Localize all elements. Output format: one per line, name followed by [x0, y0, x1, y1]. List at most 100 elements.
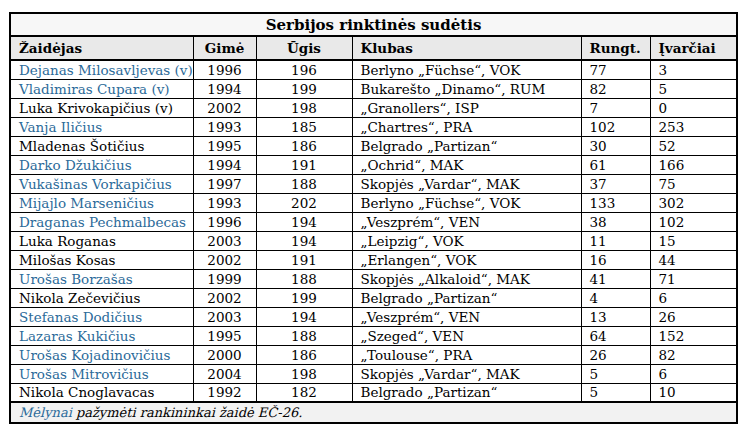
player-link[interactable]: Mijajlo Marseničius: [19, 195, 154, 211]
height-cell: 188: [256, 326, 352, 345]
player-cell: Luka Roganas: [10, 231, 193, 250]
club-cell: Berlyno „Füchse“, VOK: [352, 193, 581, 212]
height-cell: 188: [256, 174, 352, 193]
table-row: Vukašinas Vorkapičius 1997 188 Skopjės „…: [10, 174, 737, 193]
goals-cell: 302: [650, 193, 737, 212]
player-cell: Milošas Kosas: [10, 250, 193, 269]
player-link[interactable]: Lazaras Kukičius: [19, 328, 135, 344]
matches-cell: 13: [581, 307, 650, 326]
club-cell: Berlyno „Füchse“, VOK: [352, 60, 581, 79]
matches-cell: 7: [581, 98, 650, 117]
player-cell: Luka Krivokapičius (v): [10, 98, 193, 117]
table-row: Nikola Cnoglavacas 1992 182 Belgrado „Pa…: [10, 383, 737, 402]
matches-cell: 38: [581, 212, 650, 231]
height-cell: 194: [256, 231, 352, 250]
matches-cell: 133: [581, 193, 650, 212]
goals-cell: 75: [650, 174, 737, 193]
col-header-club: Klubas: [352, 36, 581, 60]
height-cell: 185: [256, 117, 352, 136]
club-cell: Skopjės „Vardar“, MAK: [352, 174, 581, 193]
goals-cell: 6: [650, 288, 737, 307]
table-row: Vanja Iličius 1993 185 „Chartres“, PRA 1…: [10, 117, 737, 136]
born-cell: 2003: [193, 307, 256, 326]
matches-cell: 64: [581, 326, 650, 345]
height-cell: 199: [256, 79, 352, 98]
table-row: Dejanas Milosavljevas (v) 1996 196 Berly…: [10, 60, 737, 79]
player-link[interactable]: Vladimiras Cupara (v): [19, 81, 170, 97]
born-cell: 2003: [193, 231, 256, 250]
player-name: Nikola Zečevičius: [19, 290, 140, 306]
club-cell: „Ochrid“, MAK: [352, 155, 581, 174]
matches-cell: 77: [581, 60, 650, 79]
table-row: Urošas Mitrovičius 2004 198 Skopjės „Var…: [10, 364, 737, 383]
player-link[interactable]: Darko Džukičius: [19, 157, 132, 173]
table-row: Urošas Borzašas 1999 188 Skopjės „Alkalo…: [10, 269, 737, 288]
player-cell: Lazaras Kukičius: [10, 326, 193, 345]
goals-cell: 6: [650, 364, 737, 383]
born-cell: 1995: [193, 136, 256, 155]
born-cell: 2004: [193, 364, 256, 383]
player-cell: Stefanas Dodičius: [10, 307, 193, 326]
col-header-goals: Įvarčiai: [650, 36, 737, 60]
table-row: Lazaras Kukičius 1995 188 „Szeged“, VEN …: [10, 326, 737, 345]
goals-cell: 253: [650, 117, 737, 136]
club-cell: „Veszprém“, VEN: [352, 212, 581, 231]
table-row: Draganas Pechmalbecas 1996 194 „Veszprém…: [10, 212, 737, 231]
player-link[interactable]: Urošas Kojadinovičius: [19, 347, 170, 363]
height-cell: 198: [256, 98, 352, 117]
col-header-born: Gimė: [193, 36, 256, 60]
height-cell: 196: [256, 60, 352, 79]
goals-cell: 3: [650, 60, 737, 79]
table-row: Mladenas Šotičius 1995 186 Belgrado „Par…: [10, 136, 737, 155]
club-cell: Skopjės „Alkaloid“, MAK: [352, 269, 581, 288]
born-cell: 1999: [193, 269, 256, 288]
player-link[interactable]: Vanja Iličius: [19, 119, 102, 135]
player-cell: Draganas Pechmalbecas: [10, 212, 193, 231]
matches-cell: 5: [581, 364, 650, 383]
player-link[interactable]: Draganas Pechmalbecas: [19, 214, 186, 230]
table-row: Urošas Kojadinovičius 2000 186 „Toulouse…: [10, 345, 737, 364]
goals-cell: 0: [650, 98, 737, 117]
club-cell: „Veszprém“, VEN: [352, 307, 581, 326]
player-name: Nikola Cnoglavacas: [19, 384, 154, 400]
club-cell: „Chartres“, PRA: [352, 117, 581, 136]
height-cell: 198: [256, 364, 352, 383]
matches-cell: 26: [581, 345, 650, 364]
table-row: Milošas Kosas 2002 191 „Erlangen“, VOK 1…: [10, 250, 737, 269]
height-cell: 186: [256, 136, 352, 155]
player-cell: Urošas Kojadinovičius: [10, 345, 193, 364]
col-header-matches: Rungt.: [581, 36, 650, 60]
player-link[interactable]: Dejanas Milosavljevas (v): [19, 62, 193, 78]
born-cell: 1993: [193, 117, 256, 136]
player-link[interactable]: Urošas Borzašas: [19, 271, 133, 287]
goals-cell: 102: [650, 212, 737, 231]
club-cell: „Erlangen“, VOK: [352, 250, 581, 269]
squad-table: Serbijos rinktinės sudėtis Žaidėjas Gimė…: [9, 12, 738, 424]
born-cell: 1996: [193, 60, 256, 79]
height-cell: 194: [256, 212, 352, 231]
height-cell: 199: [256, 288, 352, 307]
player-cell: Nikola Cnoglavacas: [10, 383, 193, 402]
club-cell: Bukarešto „Dinamo“, RUM: [352, 79, 581, 98]
player-link[interactable]: Urošas Mitrovičius: [19, 366, 149, 382]
born-cell: 1997: [193, 174, 256, 193]
player-link[interactable]: Stefanas Dodičius: [19, 309, 142, 325]
player-name: Luka Roganas: [19, 233, 116, 249]
player-cell: Nikola Zečevičius: [10, 288, 193, 307]
player-cell: Urošas Mitrovičius: [10, 364, 193, 383]
matches-cell: 4: [581, 288, 650, 307]
club-cell: „Granollers“, ISP: [352, 98, 581, 117]
footnote-link[interactable]: Mėlynai: [19, 405, 72, 420]
club-cell: Belgrado „Partizan“: [352, 136, 581, 155]
player-link[interactable]: Vukašinas Vorkapičius: [19, 176, 172, 192]
club-cell: „Leipzig“, VOK: [352, 231, 581, 250]
matches-cell: 61: [581, 155, 650, 174]
matches-cell: 16: [581, 250, 650, 269]
goals-cell: 82: [650, 345, 737, 364]
table-row: Luka Roganas 2003 194 „Leipzig“, VOK 11 …: [10, 231, 737, 250]
club-cell: „Toulouse“, PRA: [352, 345, 581, 364]
player-cell: Mijajlo Marseničius: [10, 193, 193, 212]
club-cell: „Szeged“, VEN: [352, 326, 581, 345]
born-cell: 2002: [193, 98, 256, 117]
born-cell: 2002: [193, 250, 256, 269]
